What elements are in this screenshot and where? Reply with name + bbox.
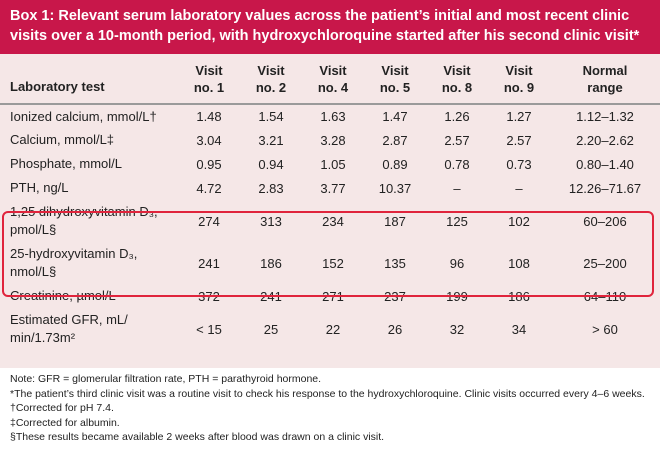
table-cell: 2.57 <box>506 132 532 148</box>
table-cell: 102 <box>508 213 530 229</box>
table-cell: 3.28 <box>320 132 346 148</box>
table-cell: 0.80–1.40 <box>576 156 634 172</box>
table-cell: 1.26 <box>444 109 470 124</box>
table-cell: 1.05 <box>320 156 346 172</box>
table-cell: 3.21 <box>258 132 284 148</box>
table-cell: 187 <box>384 213 406 229</box>
table-cell: 152 <box>322 255 344 271</box>
table-cell: 1.48 <box>196 109 222 124</box>
table-cell: 1.63 <box>320 109 346 124</box>
footnotes: Note: GFR = glomerular filtration rate, … <box>10 372 655 445</box>
table-cell: – <box>515 180 523 196</box>
table-cell: 274 <box>198 213 220 229</box>
header-visit-1: Visit no. 1 <box>178 54 240 105</box>
row-label: 1,25 dihydroxyvitamin D₃, pmol/L§ <box>10 204 158 237</box>
table-row: Ionized calcium, mmol/L† 1.48 1.54 1.63 … <box>0 104 660 128</box>
table-cell: 3.04 <box>196 132 222 148</box>
table-cell: 125 <box>446 213 468 229</box>
table-cell: 34 <box>511 321 527 337</box>
table-cell: 1.12–1.32 <box>576 109 634 124</box>
header-visit-2: Visit no. 2 <box>240 54 302 105</box>
table-cell: 0.78 <box>444 156 470 172</box>
table-cell: 0.95 <box>196 156 222 172</box>
table-cell: 2.20–2.62 <box>576 132 634 148</box>
table-cell: 25 <box>263 321 279 337</box>
header-visit-9: Visit no. 9 <box>488 54 550 105</box>
footnote: §These results became available 2 weeks … <box>10 431 385 443</box>
table-area: Laboratory test Visit no. 1 Visit no. 2 Vi… <box>0 54 660 368</box>
table-cell: 1.27 <box>506 109 532 124</box>
table-cell: > 60 <box>592 321 618 337</box>
table-cell: 2.57 <box>444 132 470 148</box>
table-cell: 186 <box>260 255 282 271</box>
table-cell: 108 <box>508 255 530 271</box>
table-cell: 2.83 <box>258 180 284 196</box>
table-cell: 12.26–71.67 <box>568 180 642 196</box>
header-visit-4: Visit no. 4 <box>302 54 364 105</box>
table-row: Creatinine, µmol/L 372 241 271 237 199 1… <box>0 284 660 308</box>
footnote: *The patient’s third clinic visit was a … <box>10 387 645 400</box>
table-row: 1,25 dihydroxyvitamin D₃, pmol/L§ 274 313… <box>0 200 660 242</box>
table-cell: 199 <box>446 288 468 304</box>
table-cell: 234 <box>322 213 344 229</box>
row-label: Creatinine, µmol/L <box>10 288 116 303</box>
row-label: PTH, ng/L <box>10 180 69 195</box>
table-cell: 60–206 <box>583 213 627 229</box>
table-cell: 135 <box>384 255 406 271</box>
table-cell: 64–110 <box>583 288 627 304</box>
row-label: Estimated GFR, mL/min/1.73m² <box>10 312 128 345</box>
table-cell: 0.94 <box>258 156 284 172</box>
table-row: 25-hydroxyvitamin D₃, nmol/L§ 241 186 152… <box>0 242 660 284</box>
footnote: †Corrected for pH 7.4. <box>10 402 114 414</box>
table-cell: 186 <box>508 288 530 304</box>
header-laboratory-test: Laboratory test <box>0 54 178 105</box>
table-cell: 10.37 <box>378 180 412 196</box>
footnote: Note: GFR = glomerular filtration rate, … <box>10 373 322 385</box>
table-cell: 4.72 <box>196 180 222 196</box>
table-cell: 241 <box>260 288 282 304</box>
footnote: ‡Corrected for albumin. <box>10 416 120 429</box>
row-label: 25-hydroxyvitamin D₃, nmol/L§ <box>10 246 138 279</box>
table-cell: 0.73 <box>506 156 532 172</box>
table-cell: 22 <box>325 321 341 337</box>
table-cell: 2.87 <box>382 132 408 148</box>
table-cell: 26 <box>387 321 403 337</box>
table-cell: – <box>453 180 461 196</box>
header-row: Laboratory test Visit no. 1 Visit no. 2 Vi… <box>0 54 660 105</box>
table-cell: 96 <box>449 255 465 271</box>
table-row: PTH, ng/L 4.72 2.83 3.77 10.37 – – 12.26… <box>0 176 660 200</box>
table-cell: < 15 <box>196 321 222 337</box>
table-cell: 1.54 <box>258 109 284 124</box>
table-cell: 241 <box>198 255 220 271</box>
lab-table: Laboratory test Visit no. 1 Visit no. 2 Vi… <box>0 54 660 350</box>
header-visit-8: Visit no. 8 <box>426 54 488 105</box>
row-label: Ionized calcium, mmol/L† <box>10 108 157 124</box>
table-cell: 271 <box>322 288 344 304</box>
table-row: Estimated GFR, mL/min/1.73m² < 15 25 22 … <box>0 308 660 350</box>
table-row: Calcium, mmol/L‡ 3.04 3.21 3.28 2.87 2.5… <box>0 128 660 152</box>
box-title: Box 1: Relevant serum laboratory values … <box>0 0 660 54</box>
table-cell: 1.47 <box>382 109 408 124</box>
header-visit-5: Visit no. 5 <box>364 54 426 105</box>
table-cell: 237 <box>384 288 406 304</box>
table-cell: 32 <box>449 321 465 337</box>
table-row: Phosphate, mmol/L 0.95 0.94 1.05 0.89 0.… <box>0 152 660 176</box>
table-cell: 0.89 <box>382 156 408 172</box>
row-label: Calcium, mmol/L‡ <box>10 132 115 147</box>
header-normal-range: Normal range <box>550 54 660 105</box>
row-label: Phosphate, mmol/L <box>10 156 123 171</box>
table-cell: 25–200 <box>583 255 627 271</box>
table-cell: 372 <box>198 288 220 304</box>
table-cell: 313 <box>260 213 282 229</box>
table-cell: 3.77 <box>320 180 346 196</box>
